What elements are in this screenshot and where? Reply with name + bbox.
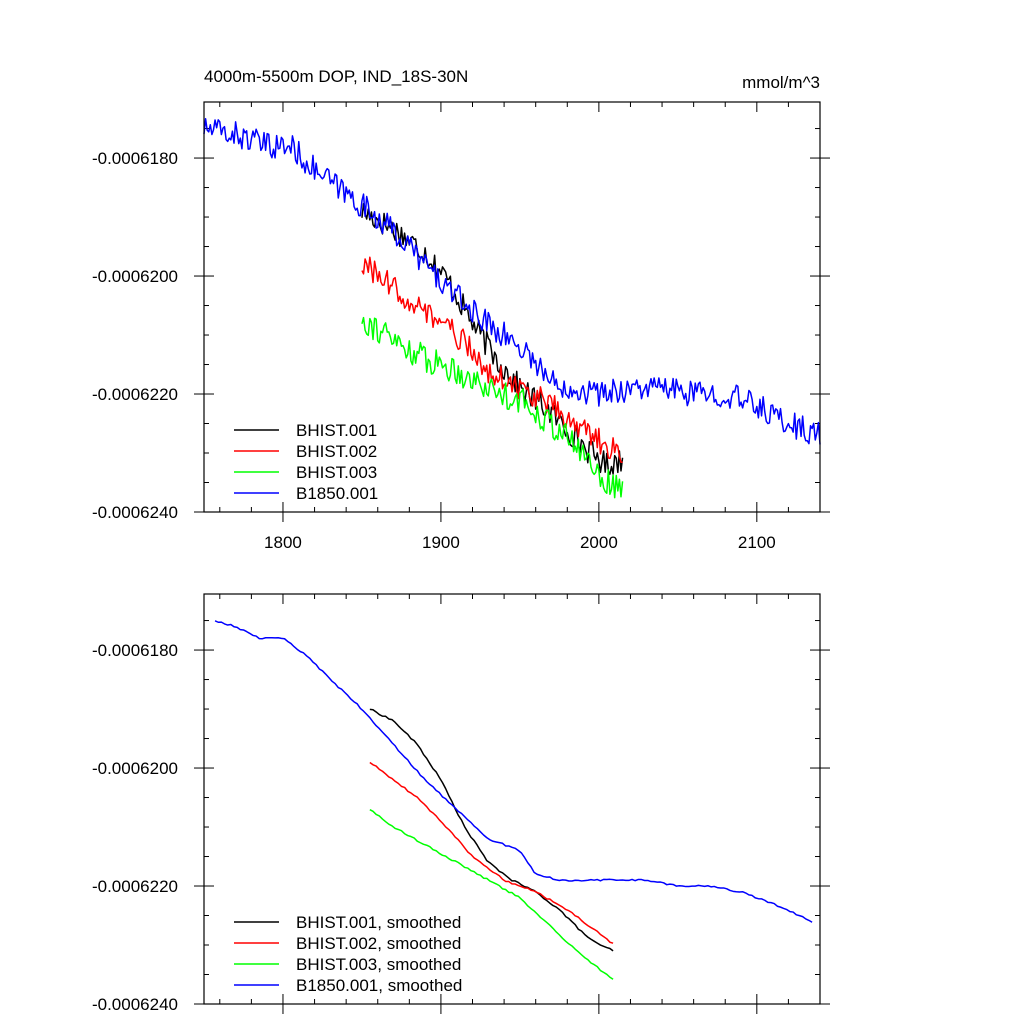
legend-label: BHIST.001, smoothed: [296, 913, 461, 932]
y-tick-label: -0.0006240: [92, 995, 178, 1014]
series-line: [214, 620, 813, 923]
chart-title: 4000m-5500m DOP, IND_18S-30N: [204, 67, 468, 86]
series-line: [369, 708, 614, 952]
legend-label: BHIST.002: [296, 442, 377, 461]
series-line: [369, 808, 614, 980]
legend-label: BHIST.001: [296, 421, 377, 440]
x-tick-label: 1800: [264, 533, 302, 552]
x-tick-label: 1900: [422, 533, 460, 552]
series-line: [369, 761, 614, 944]
top-panel: 4000m-5500m DOP, IND_18S-30N mmol/m^3 18…: [92, 67, 830, 552]
legend-label: B1850.001, smoothed: [296, 976, 462, 995]
units-label: mmol/m^3: [742, 73, 820, 92]
top-panel-marks: 1800 1900 2000 2100 -0.0006180 -0.0006200 -0.0…: [92, 102, 830, 552]
y-tick-label: -0.0006240: [92, 503, 178, 522]
legend-label: B1850.001: [296, 484, 378, 503]
y-tick-label: -0.0006220: [92, 385, 178, 404]
legend-label: BHIST.002, smoothed: [296, 934, 461, 953]
x-tick-label: 2000: [580, 533, 618, 552]
x-tick-label: 2100: [738, 533, 776, 552]
bottom-panel-frame: [203, 593, 821, 1005]
y-tick-label: -0.0006180: [92, 641, 178, 660]
series-line: [203, 118, 821, 445]
legend-label: BHIST.003, smoothed: [296, 955, 461, 974]
bottom-panel: -0.0006180 -0.0006200 -0.0006220 -0.0006240…: [92, 593, 830, 1014]
y-tick-label: -0.0006200: [92, 267, 178, 286]
series-line: [361, 316, 624, 499]
series-line: [361, 256, 623, 463]
y-tick-label: -0.0006220: [92, 877, 178, 896]
legend-label: BHIST.003: [296, 463, 377, 482]
y-tick-label: -0.0006200: [92, 759, 178, 778]
y-tick-label: -0.0006180: [92, 149, 178, 168]
top-panel-frame: [203, 101, 821, 513]
bottom-panel-marks: -0.0006180 -0.0006200 -0.0006220 -0.0006240…: [92, 594, 830, 1014]
